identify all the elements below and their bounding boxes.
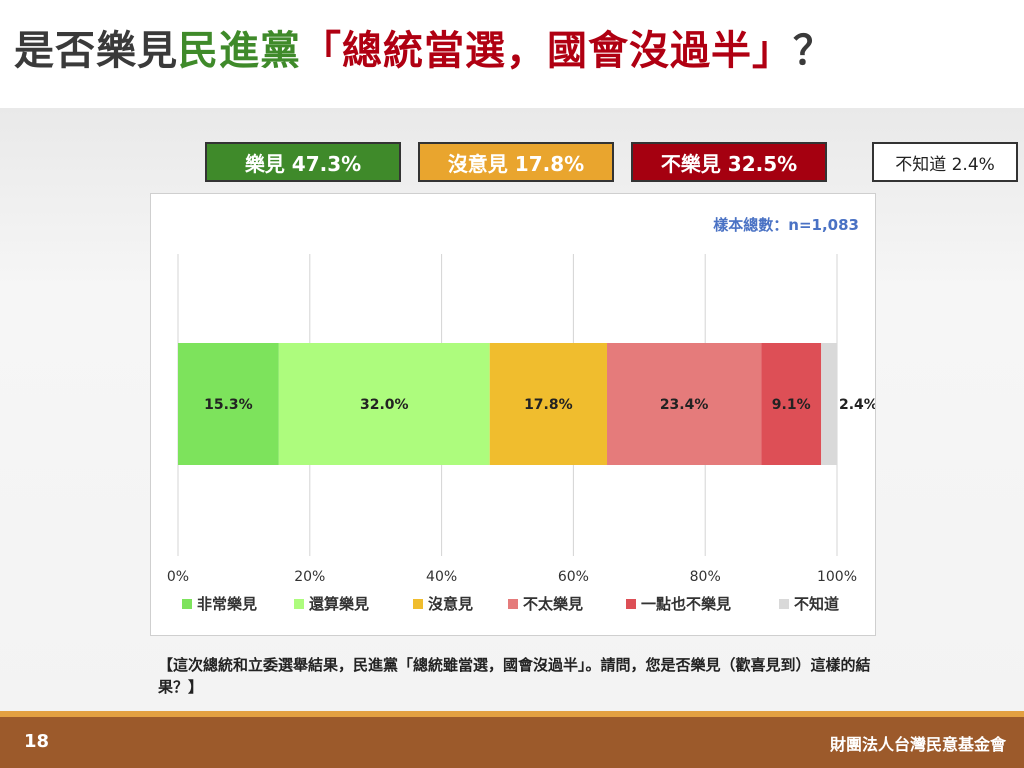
stacked-bar-chart: 樣本總數：n=1,083 15.3% 32.0% 17.8% 23.4% 9.1% 2.4… <box>167 216 878 613</box>
title-part-question-mark: ？ <box>793 28 834 74</box>
bar-segment <box>607 343 762 465</box>
data-label: 9.1% <box>772 397 811 413</box>
data-label: 17.8% <box>524 397 573 413</box>
x-tick-label: 40% <box>426 569 457 585</box>
legend-label: 非常樂見 <box>197 595 257 613</box>
title-part-1: 是否樂見 <box>14 28 178 74</box>
bar-segment <box>821 343 837 465</box>
x-tick-label: 0% <box>167 569 189 585</box>
summary-favorable-box: 樂見 47.3% <box>205 142 401 182</box>
data-label: 15.3% <box>204 397 253 413</box>
title-part-quote: 「總統當選，國會沒過半」 <box>301 28 793 74</box>
sample-size-note: 樣本總數：n=1,083 <box>713 216 859 234</box>
data-label: 2.4% <box>839 397 875 413</box>
summary-dont-know-box: 不知道 2.4% <box>872 142 1018 182</box>
data-label: 23.4% <box>660 397 709 413</box>
legend-item: 還算樂見 <box>294 595 369 613</box>
chart-panel: 樣本總數：n=1,083 15.3% 32.0% 17.8% 23.4% 9.1% 2.4… <box>150 193 878 636</box>
legend-swatch <box>779 599 789 609</box>
data-label: 32.0% <box>360 397 409 413</box>
legend-label: 一點也不樂見 <box>641 595 731 613</box>
legend-item: 不知道 <box>779 595 839 613</box>
bar-segment <box>489 343 608 465</box>
x-tick-label: 80% <box>690 569 721 585</box>
survey-question: 【這次總統和立委選舉結果，民進黨「總統雖當選，國會沒過半」。請問，您是否樂見（歡… <box>158 656 871 696</box>
footer-bar: 18 財團法人台灣民意基金會 <box>0 717 1024 768</box>
page-number: 18 <box>24 731 50 752</box>
legend-swatch <box>294 599 304 609</box>
x-tick-label: 20% <box>294 569 325 585</box>
bar-segment <box>278 343 490 465</box>
x-tick-label: 100% <box>817 569 857 585</box>
organization-name: 財團法人台灣民意基金會 <box>829 735 1006 754</box>
legend-label: 不太樂見 <box>523 595 583 613</box>
bar-segment <box>178 343 279 465</box>
legend-swatch <box>413 599 423 609</box>
legend-swatch <box>626 599 636 609</box>
legend-item: 沒意見 <box>413 595 473 613</box>
summary-unfavorable-box: 不樂見 32.5% <box>631 142 827 182</box>
footer-accent-line <box>0 711 1024 717</box>
legend-swatch <box>182 599 192 609</box>
legend-item: 非常樂見 <box>182 595 257 613</box>
summary-no-opinion-box: 沒意見 17.8% <box>418 142 614 182</box>
legend-label: 不知道 <box>794 595 839 613</box>
x-tick-label: 60% <box>558 569 589 585</box>
legend-label: 沒意見 <box>428 595 473 613</box>
legend-item: 一點也不樂見 <box>626 595 731 613</box>
title-part-party: 民進黨 <box>178 28 301 74</box>
legend-swatch <box>508 599 518 609</box>
legend-label: 還算樂見 <box>309 595 369 613</box>
legend-item: 不太樂見 <box>508 595 583 613</box>
page-title: 是否樂見民進黨「總統當選，國會沒過半」？ <box>14 18 834 76</box>
bar-segment <box>761 343 822 465</box>
